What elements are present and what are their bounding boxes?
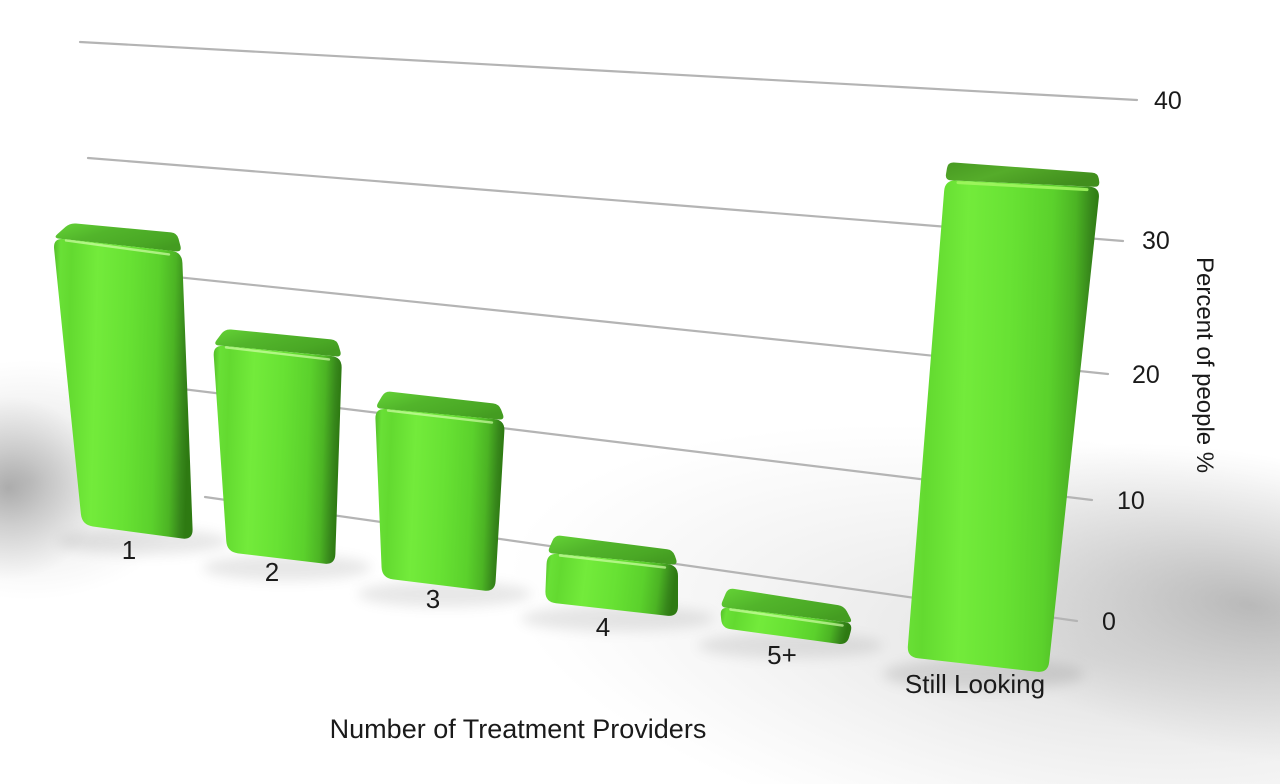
- bar-4: [545, 535, 678, 616]
- bar-front-face: [54, 239, 193, 539]
- bar-top-highlight: [224, 346, 331, 361]
- bar-front-face: [375, 408, 505, 591]
- bar-5+: [720, 588, 852, 645]
- bar-top-highlight: [558, 554, 667, 569]
- y-axis-title: Percent of people %: [1191, 257, 1218, 474]
- bar-top-face: [215, 329, 341, 357]
- bar-3: [375, 391, 505, 591]
- floor-shadow-right: [905, 443, 1280, 767]
- bar-front-face: [720, 607, 852, 645]
- x-category-label-3: 3: [426, 584, 440, 614]
- y-tick-label-30: 30: [1142, 227, 1170, 255]
- y-tick-label-40: 40: [1154, 87, 1182, 115]
- bar-top-highlight: [64, 239, 171, 256]
- bar-front-face: [213, 345, 342, 564]
- x-category-label-2: 2: [265, 557, 279, 587]
- bar-top-highlight: [386, 409, 494, 424]
- y-tick-label-10: 10: [1117, 487, 1145, 515]
- x-axis-title: Number of Treatment Providers: [329, 714, 707, 744]
- bar-top-face: [721, 588, 852, 623]
- bar-top-highlight: [956, 181, 1089, 192]
- bar-front-face: [545, 553, 678, 616]
- bar-top-highlight: [729, 608, 844, 627]
- bar-top-face: [548, 535, 677, 565]
- bar-still-looking: [907, 162, 1100, 672]
- y-tick-label-20: 20: [1132, 361, 1160, 389]
- x-category-label-5+: 5+: [767, 640, 797, 670]
- bar-top-face: [945, 162, 1100, 187]
- bar-top-face: [377, 391, 504, 420]
- y-tick-label-0: 0: [1102, 608, 1116, 636]
- bar-front-face: [907, 180, 1099, 672]
- x-category-label-1: 1: [122, 535, 136, 565]
- x-category-label-4: 4: [596, 612, 610, 642]
- bar-1: [54, 223, 193, 539]
- x-category-label-still-looking: Still Looking: [905, 669, 1045, 699]
- gridline-40: [78, 40, 1139, 102]
- bar-2: [213, 329, 342, 564]
- bar-top-face: [55, 223, 181, 252]
